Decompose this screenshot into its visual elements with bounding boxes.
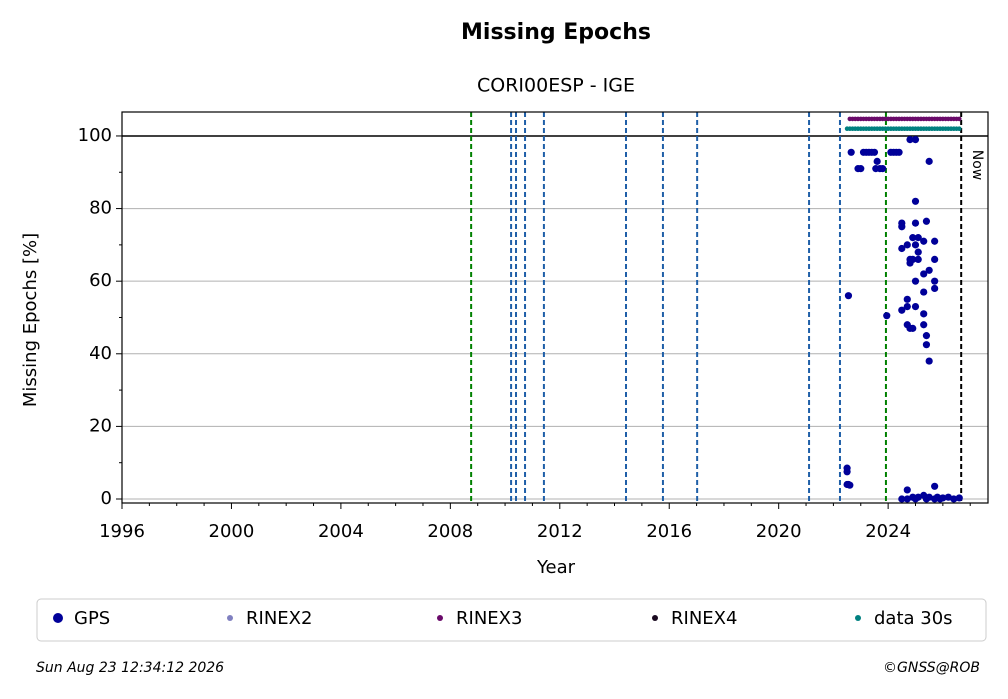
data-point [843,468,851,476]
data-point [898,244,906,253]
data-point [898,223,906,231]
x-tick-label: 2000 [209,521,255,542]
data-point [914,234,922,242]
data-point [879,165,887,173]
data-point [931,255,939,263]
data-point [925,357,933,365]
data-point [920,321,928,329]
data-point [955,494,963,502]
chart-title: Missing Epochs [461,20,651,45]
legend-marker [53,613,63,623]
now-label: Now [969,150,985,181]
data-point [911,219,920,227]
data-point [870,148,879,156]
timestamp: Sun Aug 23 12:34:12 2026 [36,660,224,676]
x-tick-label: 2012 [537,521,583,542]
legend-label: RINEX4 [671,608,737,629]
chart-subtitle: CORI00ESP - IGE [477,75,635,97]
legend-label: data 30s [874,608,953,629]
x-tick-label: 2008 [427,521,473,542]
data-point [903,495,911,503]
data-point [920,237,928,245]
data-point [920,288,928,296]
y-tick-label: 60 [89,270,112,291]
data-point [956,126,962,132]
data-point [911,241,920,249]
x-axis-label: Year [536,557,576,578]
data-point [909,234,917,242]
credit: ©GNSS@ROB [883,660,980,676]
data-point [925,493,933,501]
data-point [846,481,854,489]
data-point [931,284,939,293]
data-point [922,217,931,225]
data-point [922,332,931,340]
data-point [857,165,865,173]
y-tick-label: 80 [89,198,112,219]
data-point [920,270,928,278]
data-point [925,157,933,165]
data-point [903,302,911,311]
x-tick-label: 2016 [646,521,692,542]
data-point [895,148,903,156]
data-point [950,495,958,503]
legend-marker [227,615,233,621]
data-point [847,148,855,156]
data-point [911,277,920,285]
data-point [956,116,962,122]
data-point [914,248,922,256]
y-tick-label: 20 [89,415,112,436]
data-point [939,494,947,502]
data-point [909,324,917,332]
y-axis-label: Missing Epochs [%] [20,233,41,407]
data-point [906,135,914,144]
legend-box [36,598,987,642]
data-point [909,255,917,263]
data-point [883,312,891,320]
data-point [911,135,920,144]
data-point [931,482,939,490]
data-point [911,197,920,205]
data-point [925,266,933,274]
x-tick-label: 2020 [756,521,802,542]
x-tick-label: 2024 [865,521,911,542]
plot-frame [121,111,989,504]
legend-marker [652,615,658,621]
data-point [911,302,920,311]
legend-label: RINEX3 [456,608,522,629]
data-point [903,241,911,249]
data-point [931,277,939,285]
x-tick-label: 2004 [318,521,364,542]
y-tick-label: 0 [101,488,112,509]
data-point [914,493,922,501]
data-point [903,486,911,494]
data-point [844,292,853,300]
data-point [903,295,911,303]
data-point [944,493,952,501]
legend-marker [855,615,861,621]
data-point [873,157,881,165]
legend-label: RINEX2 [246,608,312,629]
data-point [931,237,939,245]
legend-label: GPS [74,608,110,629]
data-point [920,310,928,318]
x-tick-label: 1996 [99,521,145,542]
data-point [914,255,922,263]
legend-marker [437,615,443,621]
y-tick-label: 100 [78,125,112,146]
data-point [898,306,906,314]
y-tick-label: 40 [89,343,112,364]
data-point [922,341,931,349]
data-point [898,495,906,503]
